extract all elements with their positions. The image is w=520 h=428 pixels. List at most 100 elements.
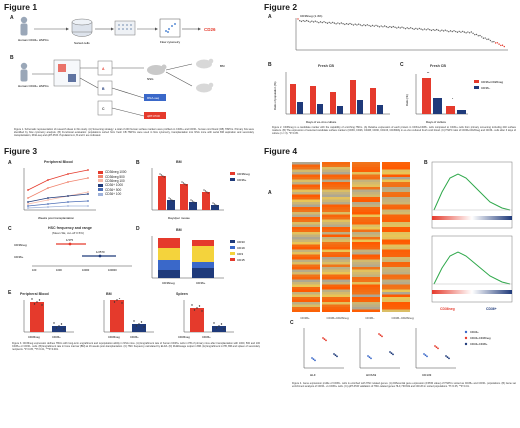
heatmap-cell xyxy=(322,299,350,302)
point xyxy=(304,20,306,23)
stack-segment xyxy=(192,268,214,278)
point xyxy=(494,42,497,44)
heatmap-cell xyxy=(382,307,410,310)
heatmap-cell xyxy=(322,244,350,247)
bar-cd36pos-d0 xyxy=(422,78,431,114)
point xyxy=(472,32,474,35)
heatmap-cell xyxy=(292,172,320,175)
point xyxy=(444,29,447,31)
point xyxy=(445,355,447,357)
point xyxy=(87,191,89,193)
heatmap-cell xyxy=(292,254,320,257)
f3e-xtick-0: CD36neg xyxy=(28,335,40,339)
point xyxy=(345,22,348,25)
heatmap-cell xyxy=(292,299,320,302)
point xyxy=(368,24,370,27)
heatmap-cell xyxy=(352,164,380,167)
heatmap-cell xyxy=(352,292,380,295)
heatmap-cell xyxy=(382,167,410,170)
heatmap-cell xyxy=(382,242,410,245)
point xyxy=(138,323,140,325)
heatmap-cell xyxy=(352,207,380,210)
point xyxy=(318,21,320,24)
point xyxy=(379,334,382,337)
heatmap-cell xyxy=(292,187,320,190)
bar xyxy=(350,80,356,114)
figure3-e-charts: CD36neg CD36+ CD36neg CD36+ CD36neg CD36… xyxy=(23,298,234,339)
heatmap-cell xyxy=(322,294,350,297)
figure1-panel-b: B xyxy=(10,55,14,61)
point xyxy=(297,18,299,20)
point xyxy=(401,26,403,28)
heatmap-cell xyxy=(322,162,350,165)
point xyxy=(378,333,380,335)
bar-cd36pos-d3 xyxy=(446,106,455,114)
figure2-panel-b: B xyxy=(268,62,272,68)
heatmap-cell xyxy=(322,167,350,170)
heatmap-cell xyxy=(352,194,380,197)
point xyxy=(364,24,367,27)
point xyxy=(201,310,203,312)
point xyxy=(342,23,344,25)
heatmap-cell xyxy=(382,197,410,200)
heatmap-cell xyxy=(382,179,410,182)
point xyxy=(307,20,310,23)
figure4-panel-c: C xyxy=(290,320,294,326)
bar xyxy=(202,192,210,210)
heatmap-cell xyxy=(382,172,410,175)
heatmap-cell xyxy=(382,282,410,285)
heatmap-cell xyxy=(292,204,320,207)
stack-segment xyxy=(158,260,180,270)
point xyxy=(312,21,315,23)
heatmap-cell xyxy=(382,309,410,312)
heatmap-cell xyxy=(352,189,380,192)
heatmap-cell xyxy=(292,247,320,250)
bar xyxy=(297,102,303,114)
figure4-b-gsea: CD36neg CD36+ xyxy=(431,161,513,311)
point xyxy=(206,191,208,193)
heatmap-cell xyxy=(382,274,410,277)
heatmap-cell xyxy=(382,232,410,235)
f4a-col-1: CD36+CD26neg xyxy=(326,316,349,320)
figure3-a-legend: CD36neg 1000 CD36neg 500 CD36neg 100 CD3… xyxy=(98,170,126,196)
point xyxy=(191,304,193,306)
f3d-xtick-0: CD36neg xyxy=(162,281,175,285)
donor-a-icon xyxy=(20,16,28,36)
heatmap-cell xyxy=(322,284,350,287)
point xyxy=(336,355,338,358)
figure4-c-chart: HLF HOXA9 CD133 CD34+ CD34+CD36neg CD34+… xyxy=(303,328,491,377)
heatmap-cell xyxy=(292,249,320,252)
point xyxy=(434,345,436,347)
heatmap-cell xyxy=(352,269,380,272)
point xyxy=(27,189,29,191)
point xyxy=(171,199,173,201)
heatmap-cell xyxy=(322,199,350,202)
point xyxy=(399,27,401,29)
point xyxy=(27,197,29,199)
point xyxy=(458,30,460,33)
facs-gate-box xyxy=(53,59,81,87)
f4c-legend-2: CD34+CD36+ xyxy=(470,342,488,346)
figure2-caption: Figure 2. CD36neg is a candidate marker … xyxy=(272,126,516,136)
point xyxy=(47,187,49,189)
heatmap-cell xyxy=(292,177,320,180)
heatmap-cell xyxy=(322,179,350,182)
heatmap-cell xyxy=(382,289,410,292)
point xyxy=(55,327,58,329)
point xyxy=(328,21,330,24)
point xyxy=(381,335,383,338)
figure3-d-chart: CD36neg CD36+ CD33 CD19 CD3 CD15 xyxy=(151,236,245,285)
figure2-c-title: Fresh CB xyxy=(430,64,446,68)
point xyxy=(220,323,223,325)
point xyxy=(140,321,143,323)
flow-plot-icon xyxy=(159,18,181,38)
heatmap-cell xyxy=(292,174,320,177)
point xyxy=(373,25,375,27)
point xyxy=(300,20,303,23)
heatmap-cell xyxy=(292,294,320,297)
heatmap-cell xyxy=(322,262,350,265)
heatmap-cell xyxy=(382,237,410,240)
f4a-col-2: CD36− xyxy=(365,316,375,320)
point xyxy=(382,26,384,28)
heatmap-cell xyxy=(382,267,410,270)
